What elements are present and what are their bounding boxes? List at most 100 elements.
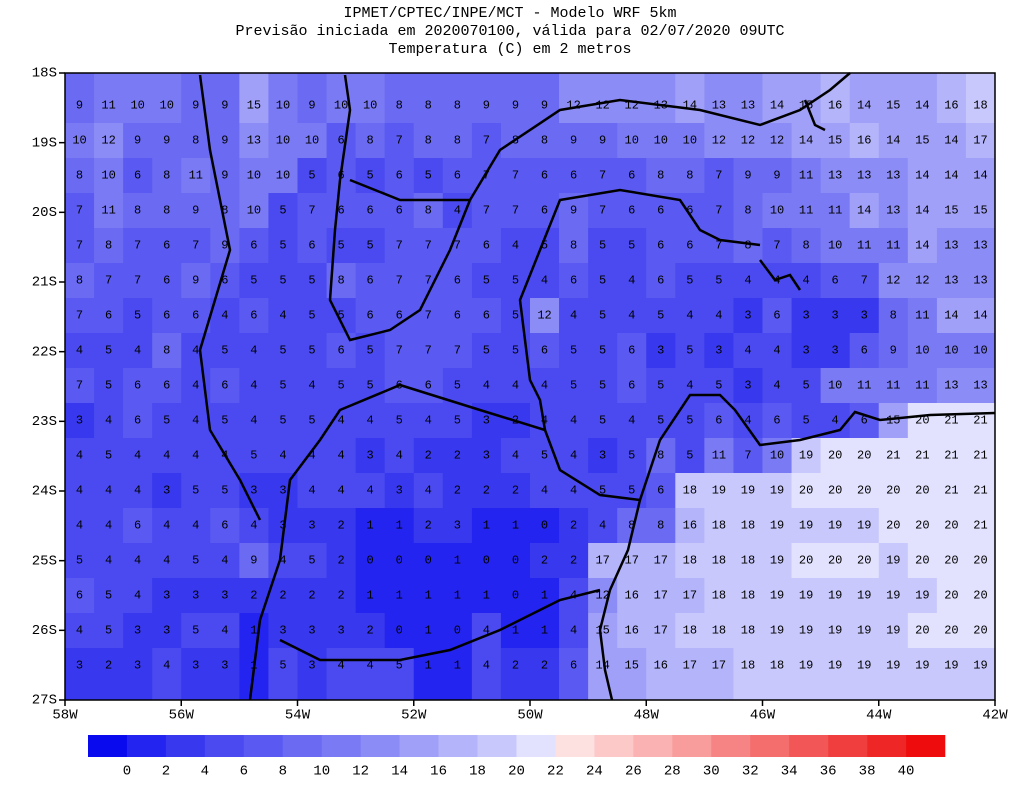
field-cell xyxy=(675,613,705,649)
field-cell xyxy=(965,193,996,229)
field-cell xyxy=(733,473,763,509)
value-label: 4 xyxy=(163,449,170,463)
field-cell xyxy=(907,123,938,159)
field-cell xyxy=(94,648,124,701)
value-label: 3 xyxy=(337,624,344,638)
value-label: 20 xyxy=(944,589,958,603)
field-cell xyxy=(936,73,967,124)
value-label: 5 xyxy=(367,344,374,358)
value-label: 7 xyxy=(134,239,141,253)
value-label: 18 xyxy=(741,589,755,603)
field-cell xyxy=(907,298,938,334)
field-cell xyxy=(675,508,705,544)
field-cell xyxy=(413,333,444,369)
field-cell xyxy=(849,333,880,369)
value-label: 5 xyxy=(512,309,519,323)
field-cell xyxy=(326,508,357,544)
value-label: 4 xyxy=(76,484,83,498)
value-label: 3 xyxy=(163,589,170,603)
field-cell xyxy=(384,473,415,509)
field-cell xyxy=(326,438,357,474)
value-label: 4 xyxy=(134,589,141,603)
value-label: 18 xyxy=(741,519,755,533)
field-cell xyxy=(617,73,647,124)
field-cell xyxy=(500,368,531,404)
colorbar-box xyxy=(282,735,323,757)
state-border xyxy=(349,178,470,202)
value-label: 19 xyxy=(741,484,755,498)
field-cell xyxy=(791,333,822,369)
value-label: 13 xyxy=(944,379,958,393)
value-label: 10 xyxy=(276,169,290,183)
value-label: 6 xyxy=(715,414,722,428)
field-cell xyxy=(442,158,473,194)
field-cell xyxy=(210,578,240,614)
value-label: 4 xyxy=(134,449,141,463)
field-cell xyxy=(181,193,211,229)
value-label: 8 xyxy=(337,274,344,288)
value-label: 16 xyxy=(944,99,958,113)
value-label: 2 xyxy=(570,519,577,533)
field-cell xyxy=(500,648,531,701)
field-cell xyxy=(442,368,473,404)
field-cell xyxy=(471,473,502,509)
value-label: 5 xyxy=(599,239,606,253)
colorbar-box xyxy=(633,735,673,757)
value-label: 19 xyxy=(915,589,929,603)
value-label: 5 xyxy=(483,344,490,358)
value-label: 19 xyxy=(712,484,726,498)
value-label: 19 xyxy=(886,589,900,603)
field-cell xyxy=(123,298,153,334)
value-label: 3 xyxy=(454,519,461,533)
value-label: 2 xyxy=(337,589,344,603)
value-label: 6 xyxy=(134,379,141,393)
value-label: 6 xyxy=(541,204,548,218)
value-label: 6 xyxy=(483,309,490,323)
field-cell xyxy=(878,368,909,404)
value-label: 4 xyxy=(425,414,432,428)
colorbar-box xyxy=(438,735,478,757)
field-cell xyxy=(762,403,793,439)
value-label: 5 xyxy=(367,169,374,183)
field-cell xyxy=(791,648,822,701)
value-label: 17 xyxy=(683,659,697,673)
value-label: 3 xyxy=(744,379,751,393)
field-cell xyxy=(471,508,502,544)
value-label: 8 xyxy=(425,204,432,218)
value-label: 6 xyxy=(367,274,374,288)
field-cell xyxy=(65,263,95,299)
field-cell xyxy=(791,158,822,194)
value-label: 6 xyxy=(541,169,548,183)
value-label: 8 xyxy=(541,134,548,148)
field-cell xyxy=(239,333,269,369)
field-cell xyxy=(94,228,124,264)
value-label: 0 xyxy=(512,589,519,603)
field-cell xyxy=(471,263,502,299)
value-label: 6 xyxy=(628,169,635,183)
value-label: 5 xyxy=(599,309,606,323)
field-cell xyxy=(413,508,444,544)
field-cell xyxy=(936,578,967,614)
field-cell xyxy=(936,158,967,194)
field-cell xyxy=(907,508,938,544)
field-cell xyxy=(559,263,589,299)
value-label: 3 xyxy=(308,519,315,533)
field-cell xyxy=(181,613,211,649)
value-label: 13 xyxy=(712,99,726,113)
field-cell xyxy=(152,438,182,474)
value-label: 4 xyxy=(483,624,490,638)
coastline xyxy=(598,393,996,701)
value-label: 2 xyxy=(454,484,461,498)
field-cell xyxy=(675,473,705,509)
field-cell xyxy=(617,648,647,701)
value-label: 20 xyxy=(915,484,929,498)
value-label: 15 xyxy=(625,659,639,673)
field-cell xyxy=(530,473,560,509)
value-label: 13 xyxy=(973,239,987,253)
field-cell xyxy=(268,438,298,474)
value-label: 7 xyxy=(512,204,519,218)
value-label: 16 xyxy=(625,589,639,603)
field-cell xyxy=(559,613,589,649)
field-cell xyxy=(442,648,473,701)
value-label: 10 xyxy=(654,134,668,148)
